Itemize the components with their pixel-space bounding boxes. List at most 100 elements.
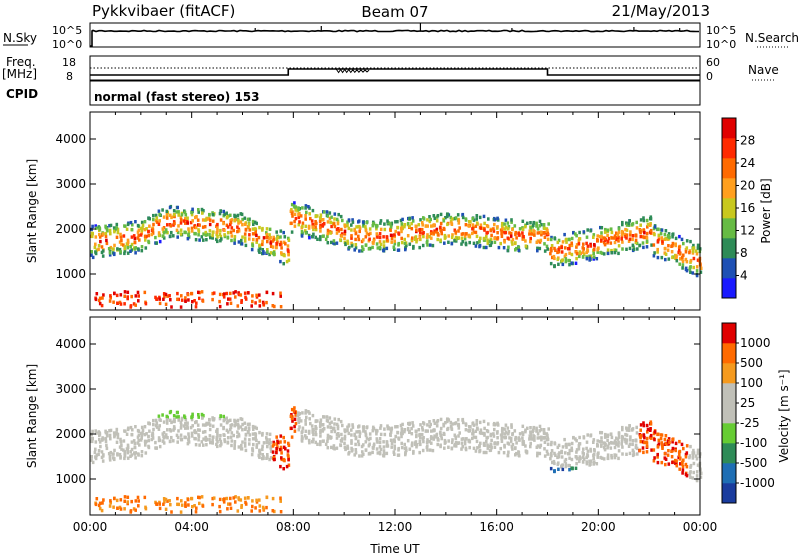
velocity-cell xyxy=(215,437,218,442)
velocity-cell xyxy=(261,453,264,457)
power-cell xyxy=(211,291,214,296)
power-cell xyxy=(223,233,226,237)
velocity-cell xyxy=(209,440,212,445)
velocity-cell xyxy=(468,438,471,443)
power-cell xyxy=(650,243,653,247)
velocity-cell xyxy=(582,452,585,456)
velocity-cell xyxy=(101,501,104,505)
velocity-cell xyxy=(137,504,140,508)
power-cell xyxy=(98,296,102,300)
velocity-cell xyxy=(543,454,547,458)
velocity-cell xyxy=(610,453,613,458)
power-cell xyxy=(350,244,354,248)
velocity-cell xyxy=(529,431,533,435)
power-cell xyxy=(301,224,304,229)
velocity-cell xyxy=(97,449,101,453)
power-cell xyxy=(376,246,380,250)
velocity-cell xyxy=(132,507,136,511)
velocity-cell xyxy=(282,435,285,440)
power-cell xyxy=(211,297,214,302)
power-cell xyxy=(592,235,595,239)
power-cell xyxy=(625,233,629,237)
velocity-cell xyxy=(355,430,358,434)
power-cell xyxy=(262,302,265,306)
velocity-cell xyxy=(94,440,98,444)
colorbar-segment xyxy=(722,158,736,179)
power-cell xyxy=(535,221,538,225)
velocity-cell xyxy=(190,415,193,420)
velocity-cell xyxy=(232,433,235,438)
power-cell xyxy=(511,242,514,246)
power-cell xyxy=(631,222,635,226)
velocity-cell xyxy=(575,450,578,454)
power-cell xyxy=(677,250,680,254)
power-cell xyxy=(240,238,243,243)
velocity-cell xyxy=(314,419,318,424)
x-tick-label: 16:00 xyxy=(479,520,514,534)
velocity-cell xyxy=(411,441,414,445)
colorbar-segment xyxy=(722,138,736,159)
velocity-cell xyxy=(212,496,216,500)
power-cell xyxy=(279,259,282,264)
power-cell xyxy=(627,239,631,243)
power-cell xyxy=(332,239,336,243)
velocity-cell xyxy=(524,449,528,453)
power-cell xyxy=(635,220,638,225)
velocity-cell xyxy=(617,444,620,448)
velocity-cell xyxy=(536,451,539,455)
power-cell xyxy=(116,301,119,305)
velocity-cell xyxy=(624,439,627,444)
velocity-cell xyxy=(287,441,290,446)
power-cell xyxy=(600,231,603,235)
velocity-cell xyxy=(216,440,219,444)
power-cell xyxy=(187,230,191,234)
power-cell xyxy=(450,242,454,246)
power-cell xyxy=(307,233,311,238)
power-cell xyxy=(389,222,392,226)
power-cell xyxy=(485,245,488,250)
velocity-cell xyxy=(467,429,471,433)
power-cell xyxy=(557,238,561,243)
velocity-cell xyxy=(100,450,104,454)
power-cell xyxy=(269,244,273,248)
velocity-cell xyxy=(222,500,226,504)
power-cell xyxy=(343,232,347,236)
power-cell xyxy=(460,232,464,236)
velocity-cell xyxy=(108,456,112,460)
power-cell xyxy=(140,220,144,225)
power-cell xyxy=(517,246,521,250)
velocity-cell xyxy=(478,445,481,449)
velocity-cell xyxy=(177,429,180,433)
power-cell xyxy=(396,226,400,230)
velocity-cell xyxy=(134,508,137,512)
velocity-cell xyxy=(578,435,581,440)
power-cell xyxy=(168,294,171,298)
power-cell xyxy=(250,247,254,252)
power-colorbar-label: Power [dB] xyxy=(759,178,773,243)
velocity-cell xyxy=(287,463,291,467)
power-cell xyxy=(333,217,336,221)
velocity-cell xyxy=(275,450,278,455)
power-cell xyxy=(464,218,468,222)
velocity-cell xyxy=(240,443,243,448)
power-cell xyxy=(518,227,522,231)
power-cell xyxy=(232,291,235,295)
velocity-cell xyxy=(109,501,112,505)
power-cell xyxy=(354,243,358,247)
velocity-cell xyxy=(656,455,659,459)
power-cell xyxy=(458,226,461,230)
power-cell xyxy=(634,240,638,245)
power-cell xyxy=(346,241,350,245)
velocity-cell xyxy=(620,442,623,446)
velocity-cell xyxy=(307,438,311,443)
velocity-cell xyxy=(133,452,137,456)
velocity-cell xyxy=(187,435,191,439)
velocity-cell xyxy=(457,426,461,430)
power-cell xyxy=(91,255,95,260)
velocity-cell xyxy=(145,432,148,436)
power-cell xyxy=(350,228,353,232)
y-tick-label: 1000 xyxy=(55,472,86,486)
power-cell xyxy=(634,238,638,242)
velocity-cell xyxy=(439,433,442,437)
power-cell xyxy=(201,211,204,215)
